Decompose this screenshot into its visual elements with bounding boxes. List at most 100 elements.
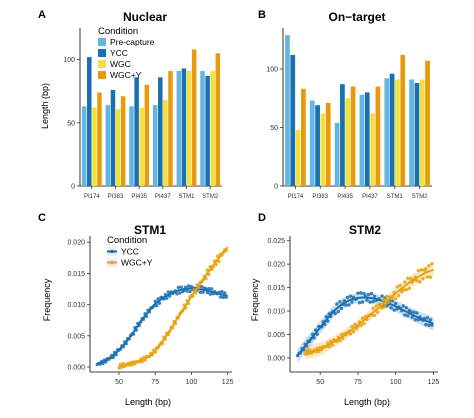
chart-d-point — [351, 329, 356, 334]
panel-label-c: C — [38, 212, 46, 224]
chart-d-xtick-label: 100 — [390, 379, 402, 386]
chart-d-point — [360, 316, 365, 320]
chart-d-point — [350, 300, 354, 304]
chart-d-point — [344, 303, 348, 307]
chart-c-point — [179, 285, 183, 289]
chart-b-bar — [389, 73, 395, 186]
chart-a-ytick-label: 0 — [71, 184, 75, 191]
chart-d-point — [415, 311, 419, 315]
chart-b-bar — [359, 94, 365, 186]
chart-d-point — [372, 294, 377, 299]
chart-b-ytick-label: 0 — [274, 184, 278, 191]
chart-d-ytick-label: 0.025 — [267, 238, 285, 245]
chart-a-bar — [191, 49, 197, 186]
chart-b-bar — [400, 54, 406, 186]
legend-a-swatch — [98, 38, 106, 46]
chart-c-xtick-label: 75 — [151, 379, 159, 386]
chart-d-point — [371, 306, 375, 310]
chart-c-point — [185, 289, 189, 293]
chart-d-point — [428, 275, 433, 279]
chart-d-point — [356, 291, 360, 295]
chart-d-point — [395, 285, 399, 289]
legend-c-label: YCC — [121, 247, 139, 257]
chart-d-ytick-label: 0.020 — [267, 262, 285, 269]
chart-d-point — [381, 298, 386, 302]
chart-b-bar — [364, 92, 370, 186]
chart-c-trend-line — [118, 246, 229, 368]
chart-a-bar — [115, 108, 121, 186]
chart-a-ytick-label: 100 — [63, 57, 75, 64]
chart-c-ytick-label: 0.015 — [67, 271, 85, 278]
legend-a-swatch — [98, 49, 106, 57]
chart-a-ylabel: Length (bp) — [40, 83, 50, 129]
chart-b-xtick-label: PI437 — [362, 194, 378, 200]
chart-d-point — [338, 300, 342, 304]
chart-b-bar — [395, 79, 400, 186]
chart-d-point — [424, 322, 428, 327]
chart-d-point — [362, 322, 366, 326]
chart-c-ytick-label: 0.005 — [67, 333, 85, 340]
chart-c-point — [220, 289, 224, 294]
chart-d-point — [425, 275, 430, 279]
chart-c-point — [199, 285, 204, 289]
legend-a-label: YCC — [110, 48, 128, 58]
chart-c-point — [217, 259, 221, 264]
legend-a-title: Condition — [98, 26, 138, 37]
chart-d-point — [362, 291, 366, 296]
chart-c-ytick-label: 0.020 — [67, 240, 85, 247]
chart-d-point — [359, 291, 363, 295]
chart-d-point — [425, 316, 430, 320]
chart-d-point — [380, 294, 384, 298]
chart-b: 0 50 100 PI174 PI383 PI435 PI437 STM1 STM2 — [266, 28, 432, 200]
chart-c-xlabel: Length (bp) — [125, 397, 171, 407]
chart-d-point — [389, 306, 393, 310]
chart-b-bar — [340, 84, 345, 186]
legend-c-key-point — [110, 249, 114, 254]
chart-d-point — [418, 280, 422, 284]
chart-c-point — [188, 289, 192, 294]
chart-c-point — [207, 286, 211, 291]
chart-b-bar — [295, 129, 301, 186]
chart-d-ytick-label: 0.005 — [267, 332, 285, 339]
chart-a-xtick-label: PI435 — [131, 194, 147, 200]
chart-a-bar — [139, 107, 144, 186]
chart-c-title: STM1 — [134, 223, 166, 237]
chart-b-xtick-label: PI435 — [337, 194, 353, 200]
chart-d-point — [404, 288, 408, 292]
chart-d-point — [336, 309, 341, 314]
chart-b-bar — [345, 98, 351, 186]
chart-b-ytick-label: 50 — [270, 125, 278, 132]
chart-d-title: STM2 — [349, 223, 381, 237]
chart-d-point — [428, 318, 433, 322]
chart-d-point — [409, 277, 413, 281]
chart-d-point — [424, 267, 428, 271]
chart-d-ytick-label: 0.000 — [267, 355, 285, 362]
chart-b-bar — [315, 105, 320, 186]
chart-c-point — [189, 284, 194, 289]
legend-a-label: WGC+Y — [110, 70, 142, 80]
chart-d-ci-band — [305, 262, 434, 360]
chart-d-point — [407, 286, 412, 291]
chart-d-point — [406, 314, 410, 318]
chart-d-point — [392, 308, 396, 312]
chart-d-point — [430, 262, 434, 266]
chart-d-point — [412, 310, 416, 314]
chart-b-xtick-label: STM2 — [412, 194, 429, 200]
chart-b-bar — [419, 79, 425, 186]
chart-a-bar — [81, 106, 87, 186]
chart-c-point — [175, 292, 179, 296]
chart-d-ylabel: Frequency — [250, 278, 260, 321]
chart-c-point — [218, 295, 223, 299]
chart-d-point — [303, 352, 307, 356]
chart-d-point — [345, 295, 350, 300]
chart-a-xtick-label: PI174 — [84, 194, 100, 200]
chart-b-bar — [375, 86, 381, 186]
chart-d-point — [348, 332, 353, 336]
chart-d-point — [375, 310, 380, 315]
chart-c-ytick-label: 0.010 — [67, 302, 85, 309]
chart-d-point — [403, 313, 407, 317]
chart-d-point — [403, 280, 407, 284]
chart-a-bar — [205, 76, 210, 186]
